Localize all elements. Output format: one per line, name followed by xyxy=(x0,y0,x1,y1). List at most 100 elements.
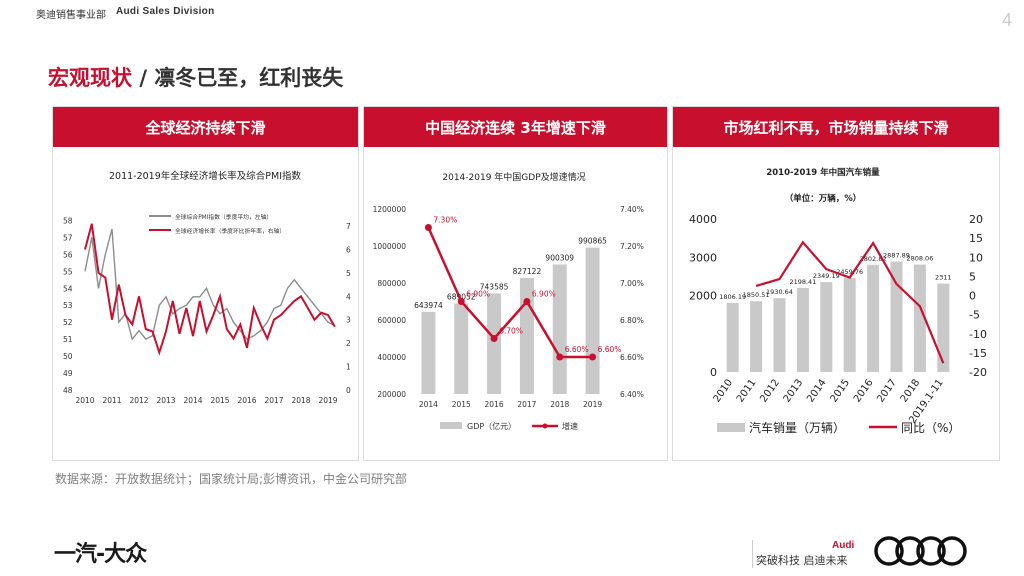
x-tick-label: 2018 xyxy=(899,377,923,404)
y-left-tick-label: 56 xyxy=(63,250,73,259)
x-tick-label: 2019 xyxy=(583,400,602,409)
y-left-tick-label: 600000 xyxy=(377,316,406,325)
y-left-tick-label: 2000 xyxy=(689,290,717,303)
y-right-tick-label: -5 xyxy=(969,309,980,322)
growth-label: 7.30% xyxy=(433,216,457,225)
y-right-tick-label: 20 xyxy=(969,213,983,226)
x-tick-label: 2018 xyxy=(550,400,569,409)
slogan-text: 突破科技 启迪未来 xyxy=(756,554,848,567)
sales-bar-label: 1930.64 xyxy=(766,288,793,296)
growth-point xyxy=(490,335,498,342)
x-tick-label: 2012 xyxy=(758,377,782,404)
y-right-tick-label: 1 xyxy=(346,363,351,372)
slide-title: 宏观现状 / 凛冬已至，红利丧失 xyxy=(48,62,343,92)
footer-divider xyxy=(752,540,753,568)
y-left-tick-label: 57 xyxy=(63,233,73,242)
gdp-bar-label: 743585 xyxy=(480,282,509,291)
growth-point xyxy=(556,353,564,361)
growth-point xyxy=(424,224,432,231)
y-left-tick-label: 4000 xyxy=(689,213,717,226)
y-left-tick-label: 58 xyxy=(63,216,73,225)
x-tick-label: 2015 xyxy=(829,377,853,404)
gdp-bar xyxy=(454,303,469,394)
legend-swatch-point xyxy=(542,423,548,429)
y-right-tick-label: 6.60% xyxy=(620,353,644,362)
y-right-tick-label: -15 xyxy=(969,347,987,360)
title-slash: / xyxy=(139,66,147,90)
sales-bar-label: 2349.19 xyxy=(813,272,840,280)
y-left-tick-label: 200000 xyxy=(377,390,406,399)
legend-label: 汽车销量（万辆） xyxy=(749,420,845,435)
y-right-tick-label: 7 xyxy=(346,222,351,231)
sales-bar-label: 2808.06 xyxy=(906,255,933,263)
gdp-bar-label: 689052 xyxy=(447,293,476,302)
y-left-tick-label: 53 xyxy=(63,301,73,310)
panel-global-economy: 全球经济持续下滑 2011-2019年全球经济增长率及综合PMI指数 58 57 56… xyxy=(52,106,359,461)
gdp-bar xyxy=(487,293,502,394)
faw-vw-logo: 一汽-大众 xyxy=(54,542,147,567)
gdp-bar xyxy=(421,311,436,394)
chart-title: 2011-2019年全球经济增长率及综合PMI指数 xyxy=(109,170,302,182)
y-left-tick-label: 52 xyxy=(63,318,73,327)
y-left-tick-label: 3000 xyxy=(689,251,717,264)
y-left-tick-label: 51 xyxy=(63,335,73,344)
sales-bar xyxy=(913,264,926,372)
division-header: 奥迪销售事业部 Audi Sales Division xyxy=(36,6,215,21)
page-number: 4 xyxy=(1001,10,1012,30)
audi-rings-logo xyxy=(874,536,967,566)
yoy-line xyxy=(755,240,945,364)
y-left-tick-label: 54 xyxy=(63,284,73,293)
china-gdp-chart: 2014-2019 年中国GDP及增速情况 1200000 1000000 80000… xyxy=(373,171,644,431)
sales-bar xyxy=(750,301,763,372)
growth-label: 6.60% xyxy=(598,345,622,354)
y-left-tick-label: 55 xyxy=(63,267,73,276)
x-tick-label: 2016 xyxy=(485,400,504,409)
division-name-cn: 奥迪销售事业部 xyxy=(36,10,106,21)
y-left-tick-label: 1000000 xyxy=(373,242,407,251)
y-left-tick-label: 50 xyxy=(63,352,73,361)
sales-bar-label: 1850.51 xyxy=(743,291,770,299)
chart-title: 2014-2019 年中国GDP及增速情况 xyxy=(442,171,585,183)
growth-label: 6.60% xyxy=(565,345,589,354)
y-right-tick-label: 6.40% xyxy=(620,390,644,399)
gdp-bar xyxy=(552,264,567,394)
sales-bar xyxy=(890,261,903,372)
growth-label: 6.70% xyxy=(499,327,523,336)
legend-label: 增速 xyxy=(562,421,578,431)
x-tick-label: 2019 xyxy=(318,396,337,405)
x-tick-label: 2017 xyxy=(875,377,899,404)
y-right-tick-label: 7.20% xyxy=(620,242,644,251)
y-right-tick-label: 6.80% xyxy=(620,316,644,325)
legend-label: GDP（亿元） xyxy=(467,421,516,431)
y-left-tick-label: 400000 xyxy=(377,353,406,362)
global-economy-chart: 2011-2019年全球经济增长率及综合PMI指数585756555453525… xyxy=(63,170,351,405)
growth-point xyxy=(457,298,465,305)
y-right-tick-label: -20 xyxy=(969,366,987,379)
panel-header: 市场红利不再，市场销量持续下滑 xyxy=(673,107,999,147)
x-tick-label: 2014 xyxy=(183,396,202,405)
y-right-tick-label: 7.00% xyxy=(620,279,644,288)
sales-bar xyxy=(820,282,833,372)
sales-bar-label: 2311 xyxy=(935,274,952,282)
car-sales-chart: 2010-2019 年中国汽车销量（单位：万辆，%）40003000200002… xyxy=(689,167,987,435)
x-tick-label: 2016 xyxy=(852,377,876,404)
title-main: 宏观现状 xyxy=(48,66,132,90)
y-right-tick-label: 5 xyxy=(346,269,351,278)
panel-header: 全球经济持续下滑 xyxy=(53,107,358,147)
legend-label: 同比（%） xyxy=(901,421,960,435)
legend-swatch xyxy=(717,423,745,432)
gdp-bar-label: 643974 xyxy=(414,301,443,310)
panel-header: 中国经济连续 3年增速下滑 xyxy=(364,107,667,147)
panel-china-gdp: 中国经济连续 3年增速下滑 2014-2019 年中国GDP及增速情况 12000… xyxy=(363,106,668,461)
x-tick-label: 2014 xyxy=(419,400,438,409)
y-right-tick-label: 0 xyxy=(969,290,976,303)
x-tick-label: 2011 xyxy=(102,396,121,405)
legend-swatch xyxy=(440,422,462,429)
sales-bar-label: 2459.76 xyxy=(836,268,863,276)
x-tick-label: 2015 xyxy=(452,400,471,409)
x-tick-label: 2018 xyxy=(291,396,310,405)
title-sub: 凛冬已至，红利丧失 xyxy=(154,66,344,90)
growth-line xyxy=(427,226,593,359)
x-tick-label: 2017 xyxy=(264,396,283,405)
x-tick-label: 2013 xyxy=(156,396,175,405)
